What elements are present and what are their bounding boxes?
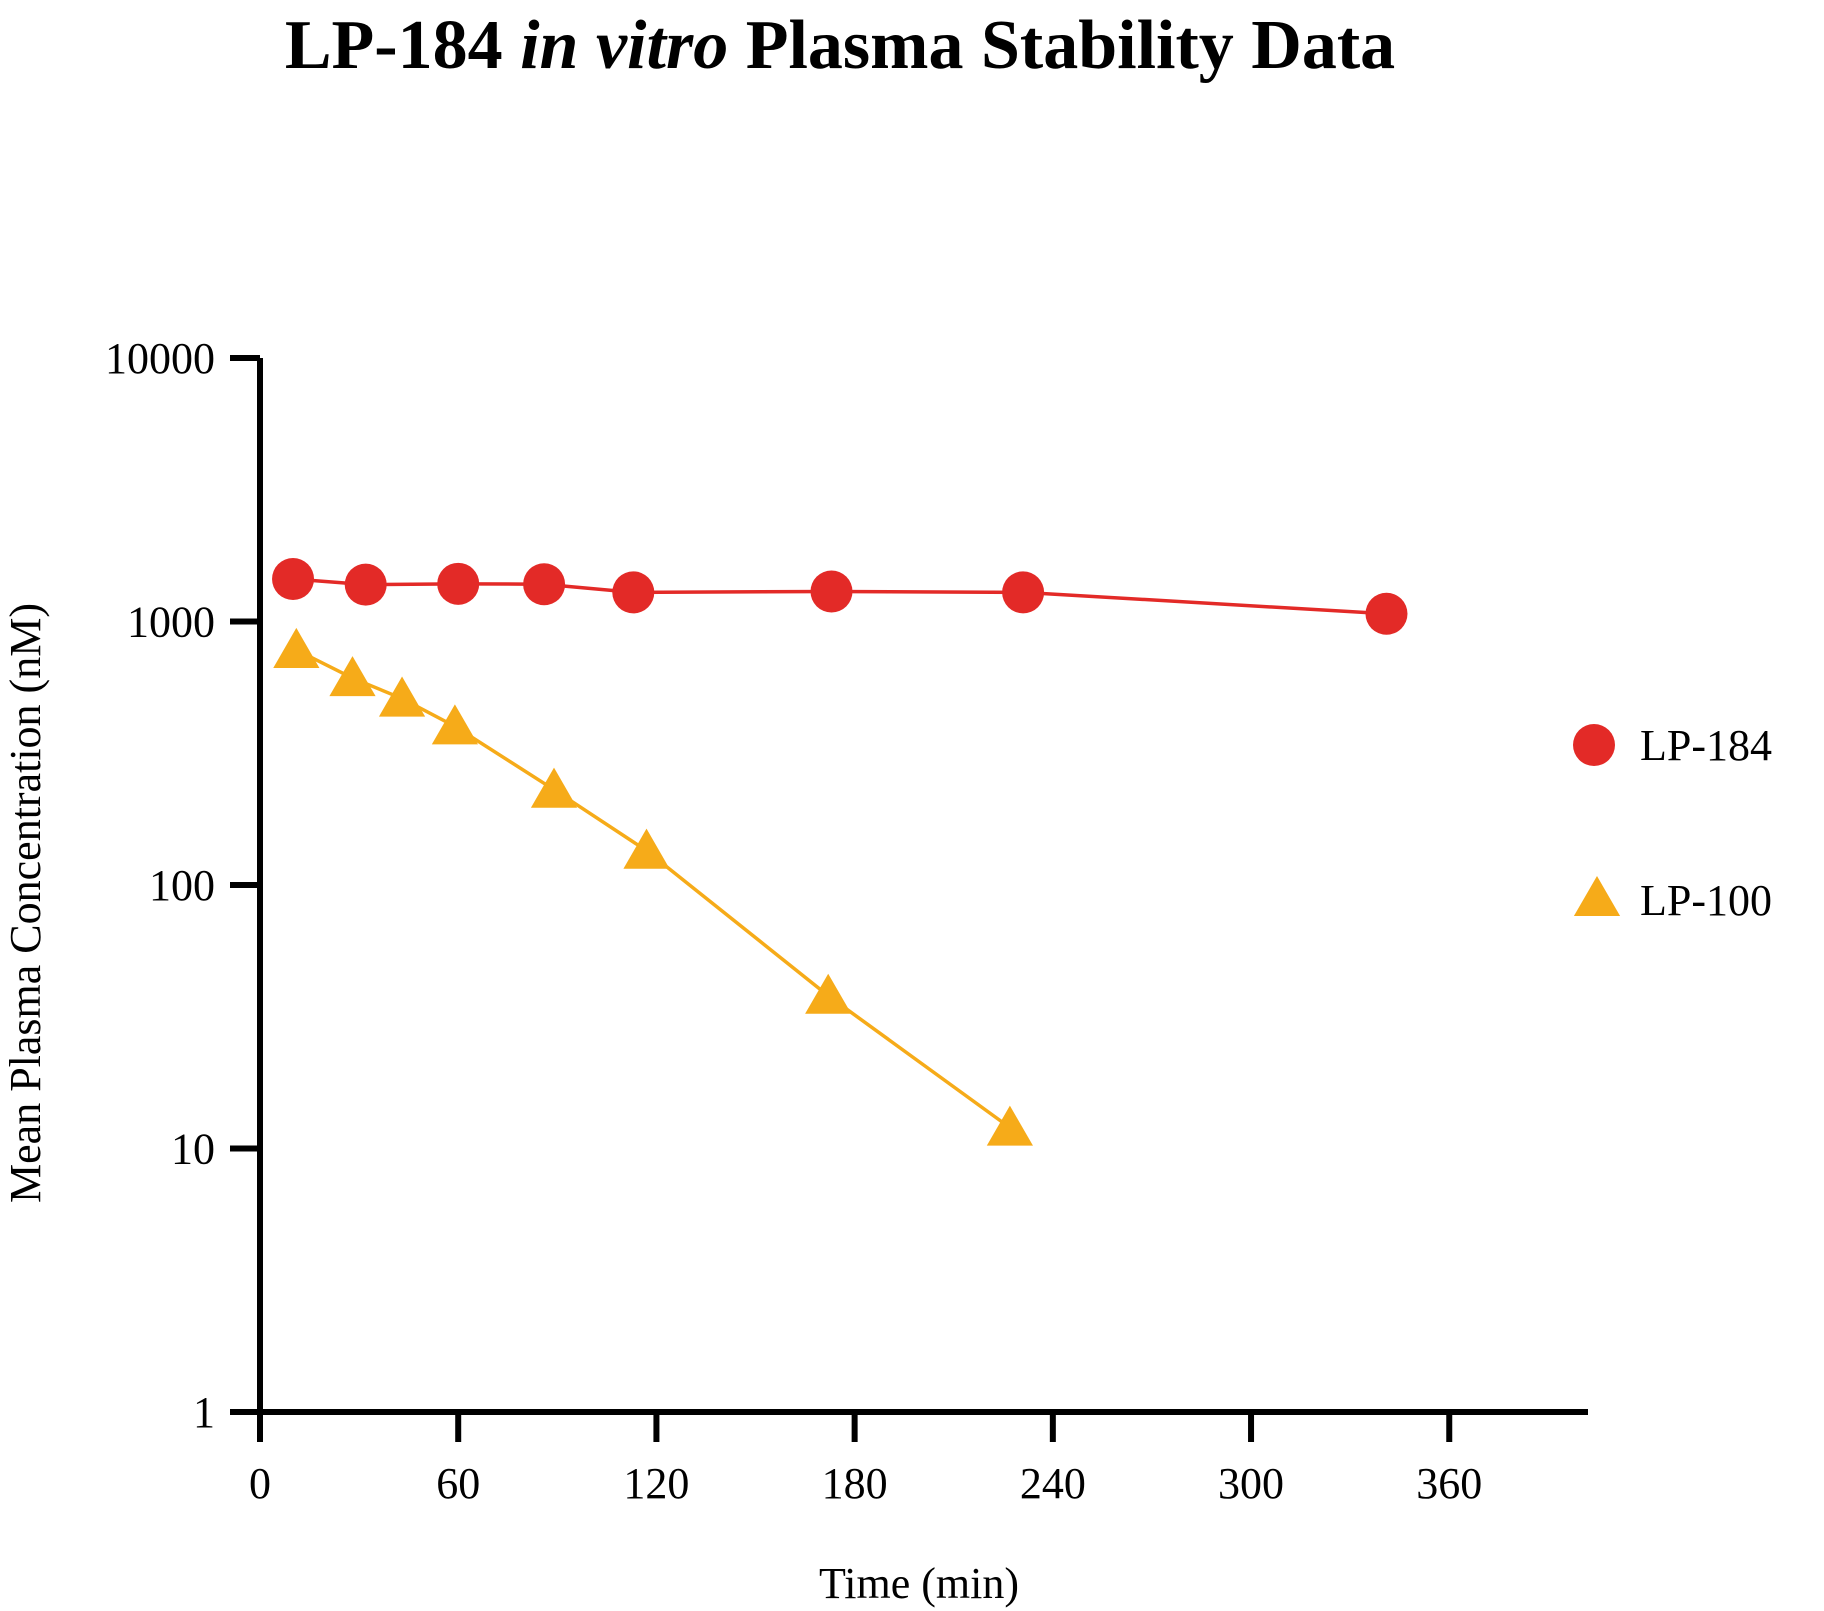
data-point-lp-100 <box>378 676 426 717</box>
series-lines <box>292 577 1387 1130</box>
x-tick-label: 60 <box>436 1459 480 1508</box>
x-tick-label: 300 <box>1218 1459 1284 1508</box>
chart-title: LP-184 in vitro Plasma Stability Data <box>0 6 1680 86</box>
y-tick-label: 10 <box>171 1125 215 1174</box>
data-point-lp-184 <box>810 570 853 613</box>
data-point-lp-184 <box>272 557 315 600</box>
data-point-lp-100 <box>329 656 376 697</box>
title-part-italic: in vitro <box>520 7 729 84</box>
data-point-lp-184 <box>612 571 655 614</box>
data-point-lp-100 <box>431 704 479 745</box>
data-point-lp-184 <box>344 563 387 606</box>
y-tick-label: 1000 <box>127 598 215 647</box>
legend-label-lp-184: LP-184 <box>1640 721 1772 770</box>
series-markers <box>272 557 1408 1146</box>
legend: LP-184 LP-100 <box>1573 721 1772 925</box>
legend-triangle-icon <box>1573 876 1621 917</box>
y-tick-label: 1 <box>193 1388 215 1437</box>
series-line-lp-100 <box>295 648 1011 1130</box>
x-tick-label: 0 <box>249 1459 271 1508</box>
axes: 1 10 100 1000 10000 0 60 120 180 240 300 360 <box>105 334 1588 1508</box>
x-tick-label: 180 <box>822 1459 888 1508</box>
legend-circle-icon <box>1573 724 1615 766</box>
title-part-1: LP-184 <box>284 7 521 84</box>
y-axis-label: Mean Plasma Concentration (nM) <box>1 603 50 1203</box>
data-point-lp-100 <box>530 767 578 808</box>
data-point-lp-184 <box>1002 571 1045 614</box>
legend-label-lp-100: LP-100 <box>1640 876 1772 925</box>
y-tick-label: 100 <box>149 861 215 910</box>
x-tick-label: 120 <box>623 1459 689 1508</box>
data-point-lp-100 <box>273 627 320 668</box>
data-point-lp-100 <box>986 1105 1033 1146</box>
x-axis-label: Time (min) <box>819 1559 1019 1608</box>
data-point-lp-100 <box>805 973 852 1014</box>
x-tick-label: 360 <box>1416 1459 1482 1508</box>
title-part-2: Plasma Stability Data <box>728 7 1396 84</box>
data-point-lp-184 <box>437 562 480 605</box>
data-point-lp-184 <box>1365 592 1408 635</box>
data-point-lp-184 <box>523 563 566 606</box>
x-tick-label: 240 <box>1020 1459 1086 1508</box>
y-tick-label: 10000 <box>105 334 215 383</box>
data-point-lp-100 <box>623 828 670 869</box>
